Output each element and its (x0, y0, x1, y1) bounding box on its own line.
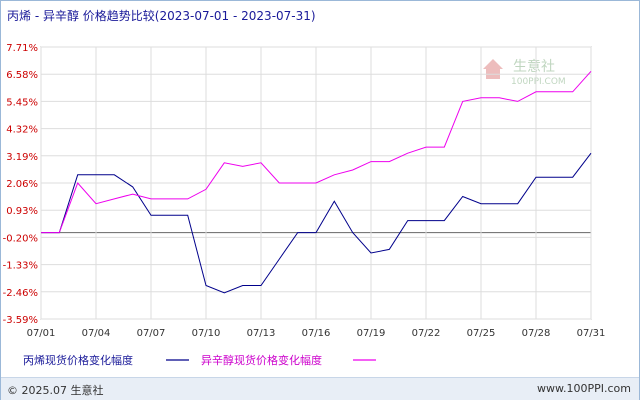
x-tick-label: 07/22 (412, 328, 441, 339)
chart-title: 丙烯 - 异辛醇 价格趋势比较(2023-07-01 - 2023-07-31) (7, 9, 316, 23)
x-tick-label: 07/07 (137, 328, 166, 339)
chart-svg: 生意社 100PPI.COM 7.71% 6.58% 5.45% 4.32% 3.19%… (3, 43, 606, 367)
x-tick-label: 07/28 (522, 328, 551, 339)
x-tick-label: 07/04 (82, 328, 111, 339)
footer-bar: © 2025.07 生意社 www.100PPI.com (1, 377, 639, 400)
series-line-2 (41, 70, 592, 234)
axis-layer: 7.71% 6.58% 5.45% 4.32% 3.19% 2.06% 0.93% -0.20… (3, 43, 606, 339)
legend: 丙烯现货价格变化幅度 异辛醇现货价格变化幅度 (23, 353, 376, 367)
y-tick-label: 6.58% (6, 70, 38, 81)
x-tick-label: 07/13 (247, 328, 276, 339)
x-tick-label: 07/01 (27, 328, 56, 339)
x-tick-label: 07/10 (192, 328, 221, 339)
x-tick-label: 07/19 (357, 328, 386, 339)
y-tick-label: -2.46% (3, 288, 38, 299)
y-tick-label: 2.06% (6, 179, 38, 190)
y-tick-label: -3.59% (3, 315, 38, 326)
series-layer (41, 70, 592, 294)
y-tick-label: 4.32% (6, 125, 38, 136)
x-tick-label: 07/16 (302, 328, 331, 339)
x-tick-label: 07/25 (467, 328, 496, 339)
footer-url[interactable]: www.100PPI.com (537, 382, 631, 395)
watermark-site: 100PPI.COM (511, 77, 566, 87)
y-tick-label: 0.93% (6, 206, 38, 217)
watermark-brand: 生意社 (513, 58, 555, 75)
watermark-house-icon (483, 59, 503, 69)
y-tick-label: -0.20% (3, 233, 38, 244)
watermark-logo: 生意社 100PPI.COM (483, 58, 566, 87)
legend-label-series-1: 丙烯现货价格变化幅度 (23, 353, 133, 367)
y-tick-label: 7.71% (6, 43, 38, 54)
y-tick-label: 3.19% (6, 152, 38, 163)
footer-copyright: © 2025.07 生意社 (7, 384, 104, 397)
legend-label-series-2: 异辛醇现货价格变化幅度 (201, 353, 322, 367)
x-tick-label: 07/31 (577, 328, 606, 339)
y-tick-label: -1.33% (3, 261, 38, 272)
y-tick-label: 5.45% (6, 97, 38, 108)
series-line-1 (41, 152, 592, 294)
